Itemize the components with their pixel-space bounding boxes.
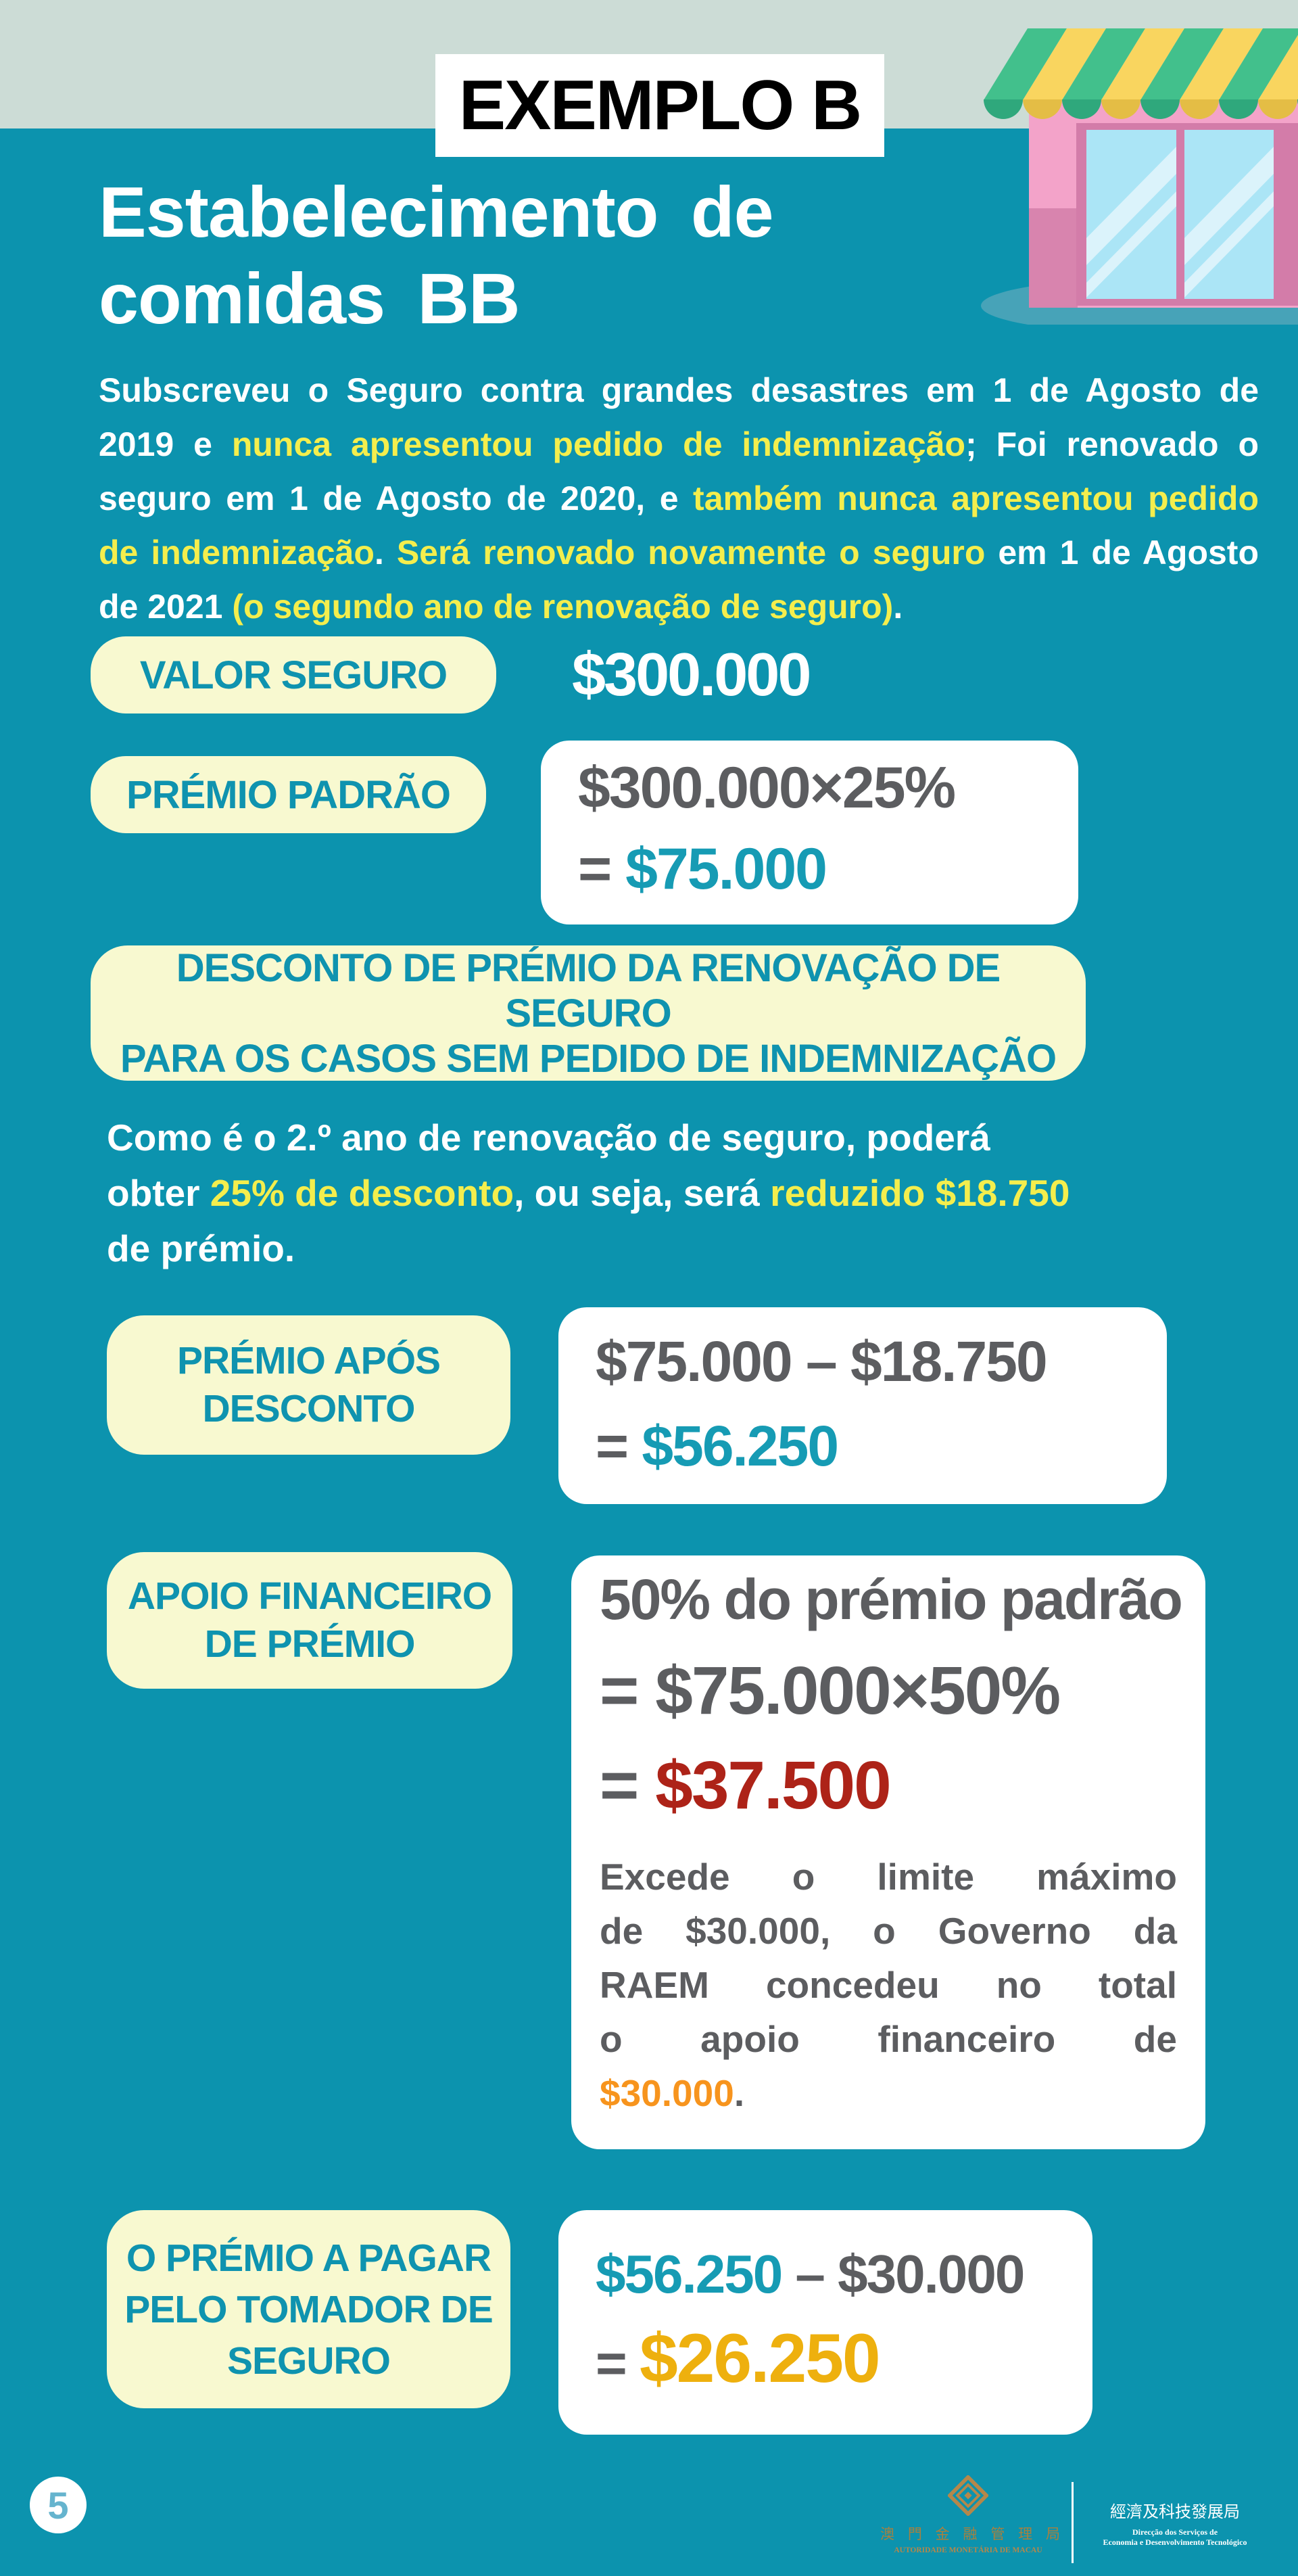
excede-line: Excede o limite máximo [600,1856,1177,1898]
page-number-badge: 5 [30,2477,87,2533]
calc-line: = $75.000×50% [600,1653,1061,1729]
discount-paragraph: Como é o 2.º ano de renovação de seguro,… [107,1110,1270,1276]
discount-paragraph-line: de prémio. [107,1227,295,1269]
page-number: 5 [47,2483,69,2527]
excede-line: o apoio financeiro de [600,2018,1177,2060]
excede-paragraph: Excede o limite máximo de $30.000, o Gov… [600,1850,1177,2120]
intro-line: 2019 e nunca apresentou pedido de indemn… [99,425,1259,463]
intro-line: de 2021 (o segundo ano de renovação de s… [99,588,903,626]
dsedt-name-pt: Direcção dos Serviços de Economia e Dese… [1080,2527,1270,2548]
amcm-name-cn: 澳 門 金 融 管 理 局 [880,2527,1065,2542]
excede-line: de $30.000, o Governo da [600,1910,1177,1952]
apoio-label-line1: APOIO FINANCEIRO [127,1574,492,1618]
amcm-logo: 澳 門 金 融 管 理 局 AUTORIDADE MONETÁRIA DE MA… [880,2474,1065,2554]
pagar-label-line3: SEGURO [226,2339,391,2383]
premio-padrao-pill: PRÉMIO PADRÃO [91,756,486,833]
dsedt-name-cn: 經濟及科技發展局 [1110,2503,1240,2521]
premio-apos-label-line1: PRÉMIO APÓS [176,1339,441,1382]
page-title-line1: Estabelecimento de [99,172,774,252]
calc-box-pagar: $56.250 – $30.000 = $26.250 [558,2210,1092,2435]
valor-seguro-pill: VALOR SEGURO [91,636,496,713]
calc-box-premio-padrao: $300.000×25% = $75.000 [541,741,1078,924]
page-title: Estabelecimento de comidas BB [99,169,774,342]
intro-line: Subscreveu o Seguro contra grandes desas… [99,371,1259,409]
premio-a-pagar-pill: O PRÉMIO A PAGAR PELO TOMADOR DE SEGURO [107,2210,510,2408]
premio-padrao-label: PRÉMIO PADRÃO [126,772,451,817]
discount-banner-line1: DESCONTO DE PRÉMIO DA RENOVAÇÃO DE SEGUR… [176,945,1001,1035]
page-title-line2: comidas BB [99,259,521,339]
calc-expression: $300.000×25% [578,755,956,820]
calc-result-line: = $26.250 [596,2320,881,2397]
intro-line: de indemnização. Será renovado novamente… [99,534,1259,571]
exemplo-badge-label: EXEMPLO B [458,66,863,145]
calc-line: 50% do prémio padrão [600,1568,1183,1631]
calc-expression: $56.250 – $30.000 [596,2244,1025,2304]
excede-line: $30.000. [600,2072,745,2114]
discount-banner-line2: PARA OS CASOS SEM PEDIDO DE INDEMNIZAÇÃO [120,1036,1057,1081]
calc-box-premio-apos: $75.000 – $18.750 = $56.250 [558,1307,1167,1504]
intro-line: seguro em 1 de Agosto de 2020, e também … [99,479,1259,517]
amcm-diamond-logo-icon [946,2474,990,2517]
exemplo-badge: EXEMPLO B [435,54,884,157]
calc-result-line: = $37.500 [600,1748,892,1823]
calc-box-apoio: 50% do prémio padrão = $75.000×50% = $37… [571,1555,1205,2149]
dsedt-name-pt-line2: Economia e Desenvolvimento Tecnológico [1103,2537,1247,2547]
apoio-financeiro-pill: APOIO FINANCEIRO DE PRÉMIO [107,1552,512,1689]
valor-seguro-value: $300.000 [572,640,811,709]
premio-apos-desconto-pill: PRÉMIO APÓS DESCONTO [107,1315,510,1455]
premio-apos-label-line2: DESCONTO [202,1387,416,1430]
calc-result-line: = $75.000 [578,837,827,901]
footer-divider [1072,2482,1074,2563]
apoio-label-line2: DE PRÉMIO [204,1622,416,1666]
discount-banner: DESCONTO DE PRÉMIO DA RENOVAÇÃO DE SEGUR… [91,945,1086,1081]
excede-line: RAEM concedeu no total [600,1964,1177,2006]
discount-paragraph-line: Como é o 2.º ano de renovação de seguro,… [107,1117,990,1158]
calc-result-line: = $56.250 [596,1414,839,1478]
calc-expression: $75.000 – $18.750 [596,1330,1048,1393]
valor-seguro-label: VALOR SEGURO [139,653,448,697]
dsedt-logo: 經濟及科技發展局 Direcção dos Serviços de Econom… [1080,2498,1270,2548]
intro-paragraph: Subscreveu o Seguro contra grandes desas… [99,363,1259,634]
discount-paragraph-line: obter 25% de desconto, ou seja, será red… [107,1172,1070,1214]
pagar-label-line2: PELO TOMADOR DE [124,2287,493,2331]
amcm-name-pt: AUTORIDADE MONETÁRIA DE MACAU [894,2546,1042,2554]
dsedt-name-pt-line1: Direcção dos Serviços de [1132,2527,1218,2537]
pagar-label-line1: O PRÉMIO A PAGAR [126,2236,491,2280]
storefront-icon [981,28,1298,325]
